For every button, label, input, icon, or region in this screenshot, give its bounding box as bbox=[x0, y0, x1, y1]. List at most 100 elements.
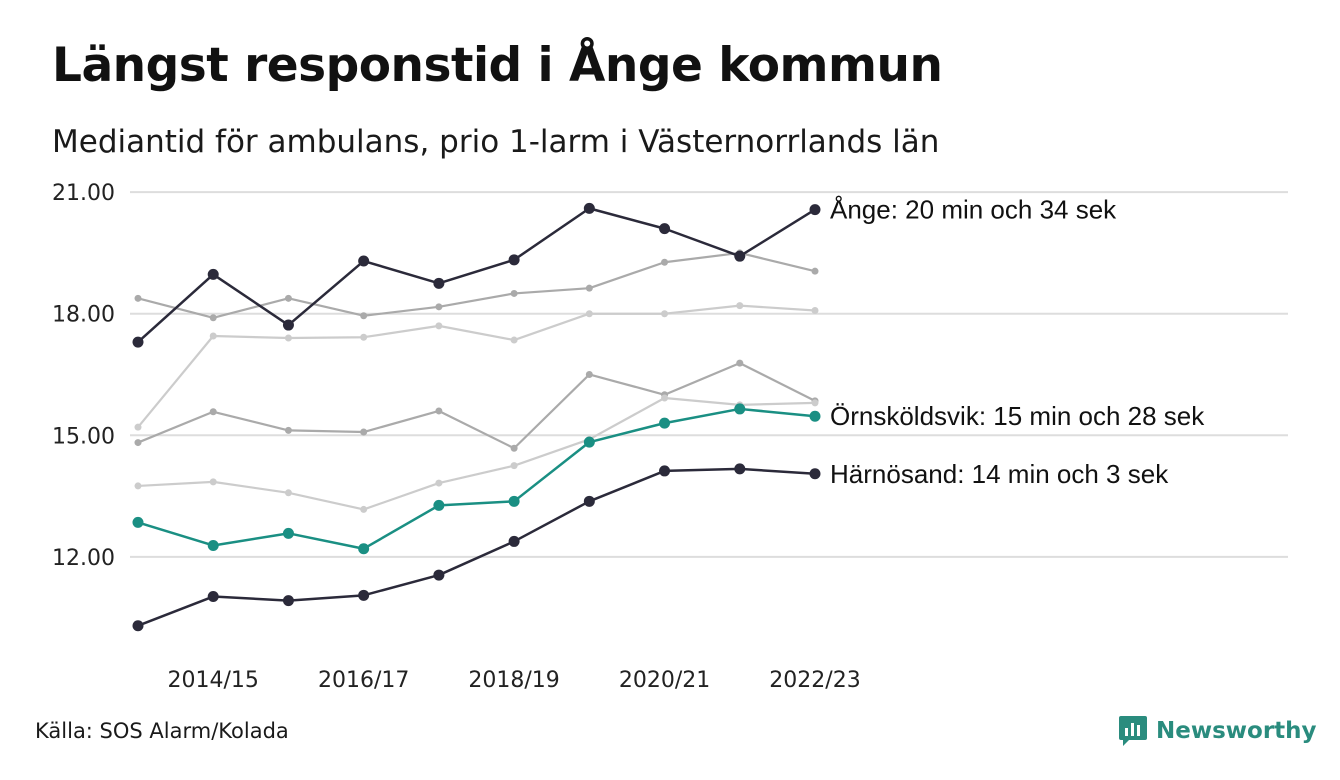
data-point bbox=[585, 284, 593, 292]
end-label: Ånge: 20 min och 34 sek bbox=[830, 195, 1117, 225]
data-point bbox=[661, 258, 669, 266]
data-point bbox=[811, 399, 819, 407]
data-point bbox=[510, 336, 518, 344]
series-line bbox=[137, 362, 816, 450]
data-point bbox=[435, 479, 443, 487]
series-other-1 bbox=[134, 302, 819, 431]
data-point bbox=[661, 310, 669, 318]
data-point bbox=[659, 417, 671, 429]
data-point bbox=[207, 591, 219, 603]
data-point bbox=[209, 408, 217, 416]
data-point bbox=[284, 294, 292, 302]
series-härnösand bbox=[132, 463, 821, 632]
series-örnsköldsvik bbox=[132, 403, 821, 555]
data-point bbox=[358, 543, 370, 555]
series-other-2 bbox=[134, 359, 819, 452]
data-point bbox=[734, 403, 746, 415]
y-tick-label: 21.00 bbox=[52, 181, 115, 206]
y-tick-label: 18.00 bbox=[52, 303, 115, 328]
brand-name: Newsworthy bbox=[1156, 718, 1317, 744]
x-axis-ticks: 2014/15 2016/17 2018/19 2020/21 2022/23 bbox=[168, 668, 861, 693]
x-tick-label: 2020/21 bbox=[619, 668, 710, 693]
data-point bbox=[282, 319, 294, 331]
data-point bbox=[360, 428, 368, 436]
data-point bbox=[583, 495, 595, 507]
series-line bbox=[137, 207, 816, 344]
series-line bbox=[137, 407, 816, 550]
data-point bbox=[282, 595, 294, 607]
data-point bbox=[583, 202, 595, 214]
data-point bbox=[209, 314, 217, 322]
data-point bbox=[360, 312, 368, 320]
x-tick-label: 2018/19 bbox=[468, 668, 559, 693]
data-point bbox=[433, 277, 445, 289]
data-point bbox=[736, 359, 744, 367]
y-axis-ticks: 21.00 18.00 15.00 12.00 bbox=[52, 181, 115, 571]
data-point bbox=[284, 489, 292, 497]
data-point bbox=[809, 468, 821, 480]
data-point bbox=[809, 204, 821, 216]
end-labels: Ånge: 20 min och 34 sek Örnsköldsvik: 15 … bbox=[830, 195, 1205, 489]
data-point bbox=[207, 539, 219, 551]
data-point bbox=[132, 516, 144, 528]
data-point bbox=[435, 322, 443, 330]
series-line bbox=[137, 396, 816, 511]
data-point bbox=[734, 463, 746, 475]
data-point bbox=[734, 250, 746, 262]
data-point bbox=[209, 478, 217, 486]
data-point bbox=[510, 462, 518, 470]
y-tick-label: 15.00 bbox=[52, 424, 115, 449]
series-line bbox=[137, 251, 816, 319]
data-point bbox=[132, 620, 144, 632]
data-point bbox=[736, 302, 744, 310]
gridlines bbox=[130, 191, 1288, 558]
data-point bbox=[585, 370, 593, 378]
x-tick-label: 2014/15 bbox=[168, 668, 259, 693]
brand-logo: Newsworthy bbox=[1118, 714, 1317, 748]
data-point bbox=[209, 332, 217, 340]
data-point bbox=[659, 223, 671, 235]
data-point bbox=[284, 334, 292, 342]
data-point bbox=[132, 336, 144, 348]
series-ånge bbox=[132, 202, 821, 348]
data-point bbox=[661, 394, 669, 402]
data-point bbox=[134, 294, 142, 302]
data-point bbox=[433, 569, 445, 581]
data-point bbox=[358, 255, 370, 267]
data-point bbox=[134, 439, 142, 447]
data-point bbox=[508, 535, 520, 547]
data-point bbox=[360, 333, 368, 341]
series-lines bbox=[132, 202, 821, 632]
data-point bbox=[360, 505, 368, 513]
data-point bbox=[282, 527, 294, 539]
x-tick-label: 2022/23 bbox=[769, 668, 860, 693]
source-note: Källa: SOS Alarm/Kolada bbox=[35, 719, 289, 743]
data-point bbox=[134, 482, 142, 490]
data-point bbox=[207, 268, 219, 280]
data-point bbox=[134, 423, 142, 431]
data-point bbox=[583, 436, 595, 448]
newsworthy-logo-icon bbox=[1119, 716, 1147, 746]
series-other-0 bbox=[134, 249, 819, 322]
data-point bbox=[435, 303, 443, 311]
data-point bbox=[809, 410, 821, 422]
data-point bbox=[433, 499, 445, 511]
x-tick-label: 2016/17 bbox=[318, 668, 409, 693]
chart-subtitle: Mediantid för ambulans, prio 1-larm i Vä… bbox=[52, 124, 940, 160]
chart-title: Längst responstid i Ånge kommun bbox=[52, 38, 943, 93]
end-label: Härnösand: 14 min och 3 sek bbox=[830, 459, 1169, 489]
data-point bbox=[811, 267, 819, 275]
series-line bbox=[137, 467, 816, 627]
data-point bbox=[508, 254, 520, 266]
end-label: Örnsköldsvik: 15 min och 28 sek bbox=[830, 401, 1205, 431]
data-point bbox=[358, 589, 370, 601]
data-point bbox=[508, 495, 520, 507]
data-point bbox=[659, 465, 671, 477]
data-point bbox=[585, 310, 593, 318]
y-tick-label: 12.00 bbox=[52, 546, 115, 571]
data-point bbox=[510, 444, 518, 452]
data-point bbox=[811, 306, 819, 314]
data-point bbox=[284, 426, 292, 434]
series-line bbox=[137, 304, 816, 428]
